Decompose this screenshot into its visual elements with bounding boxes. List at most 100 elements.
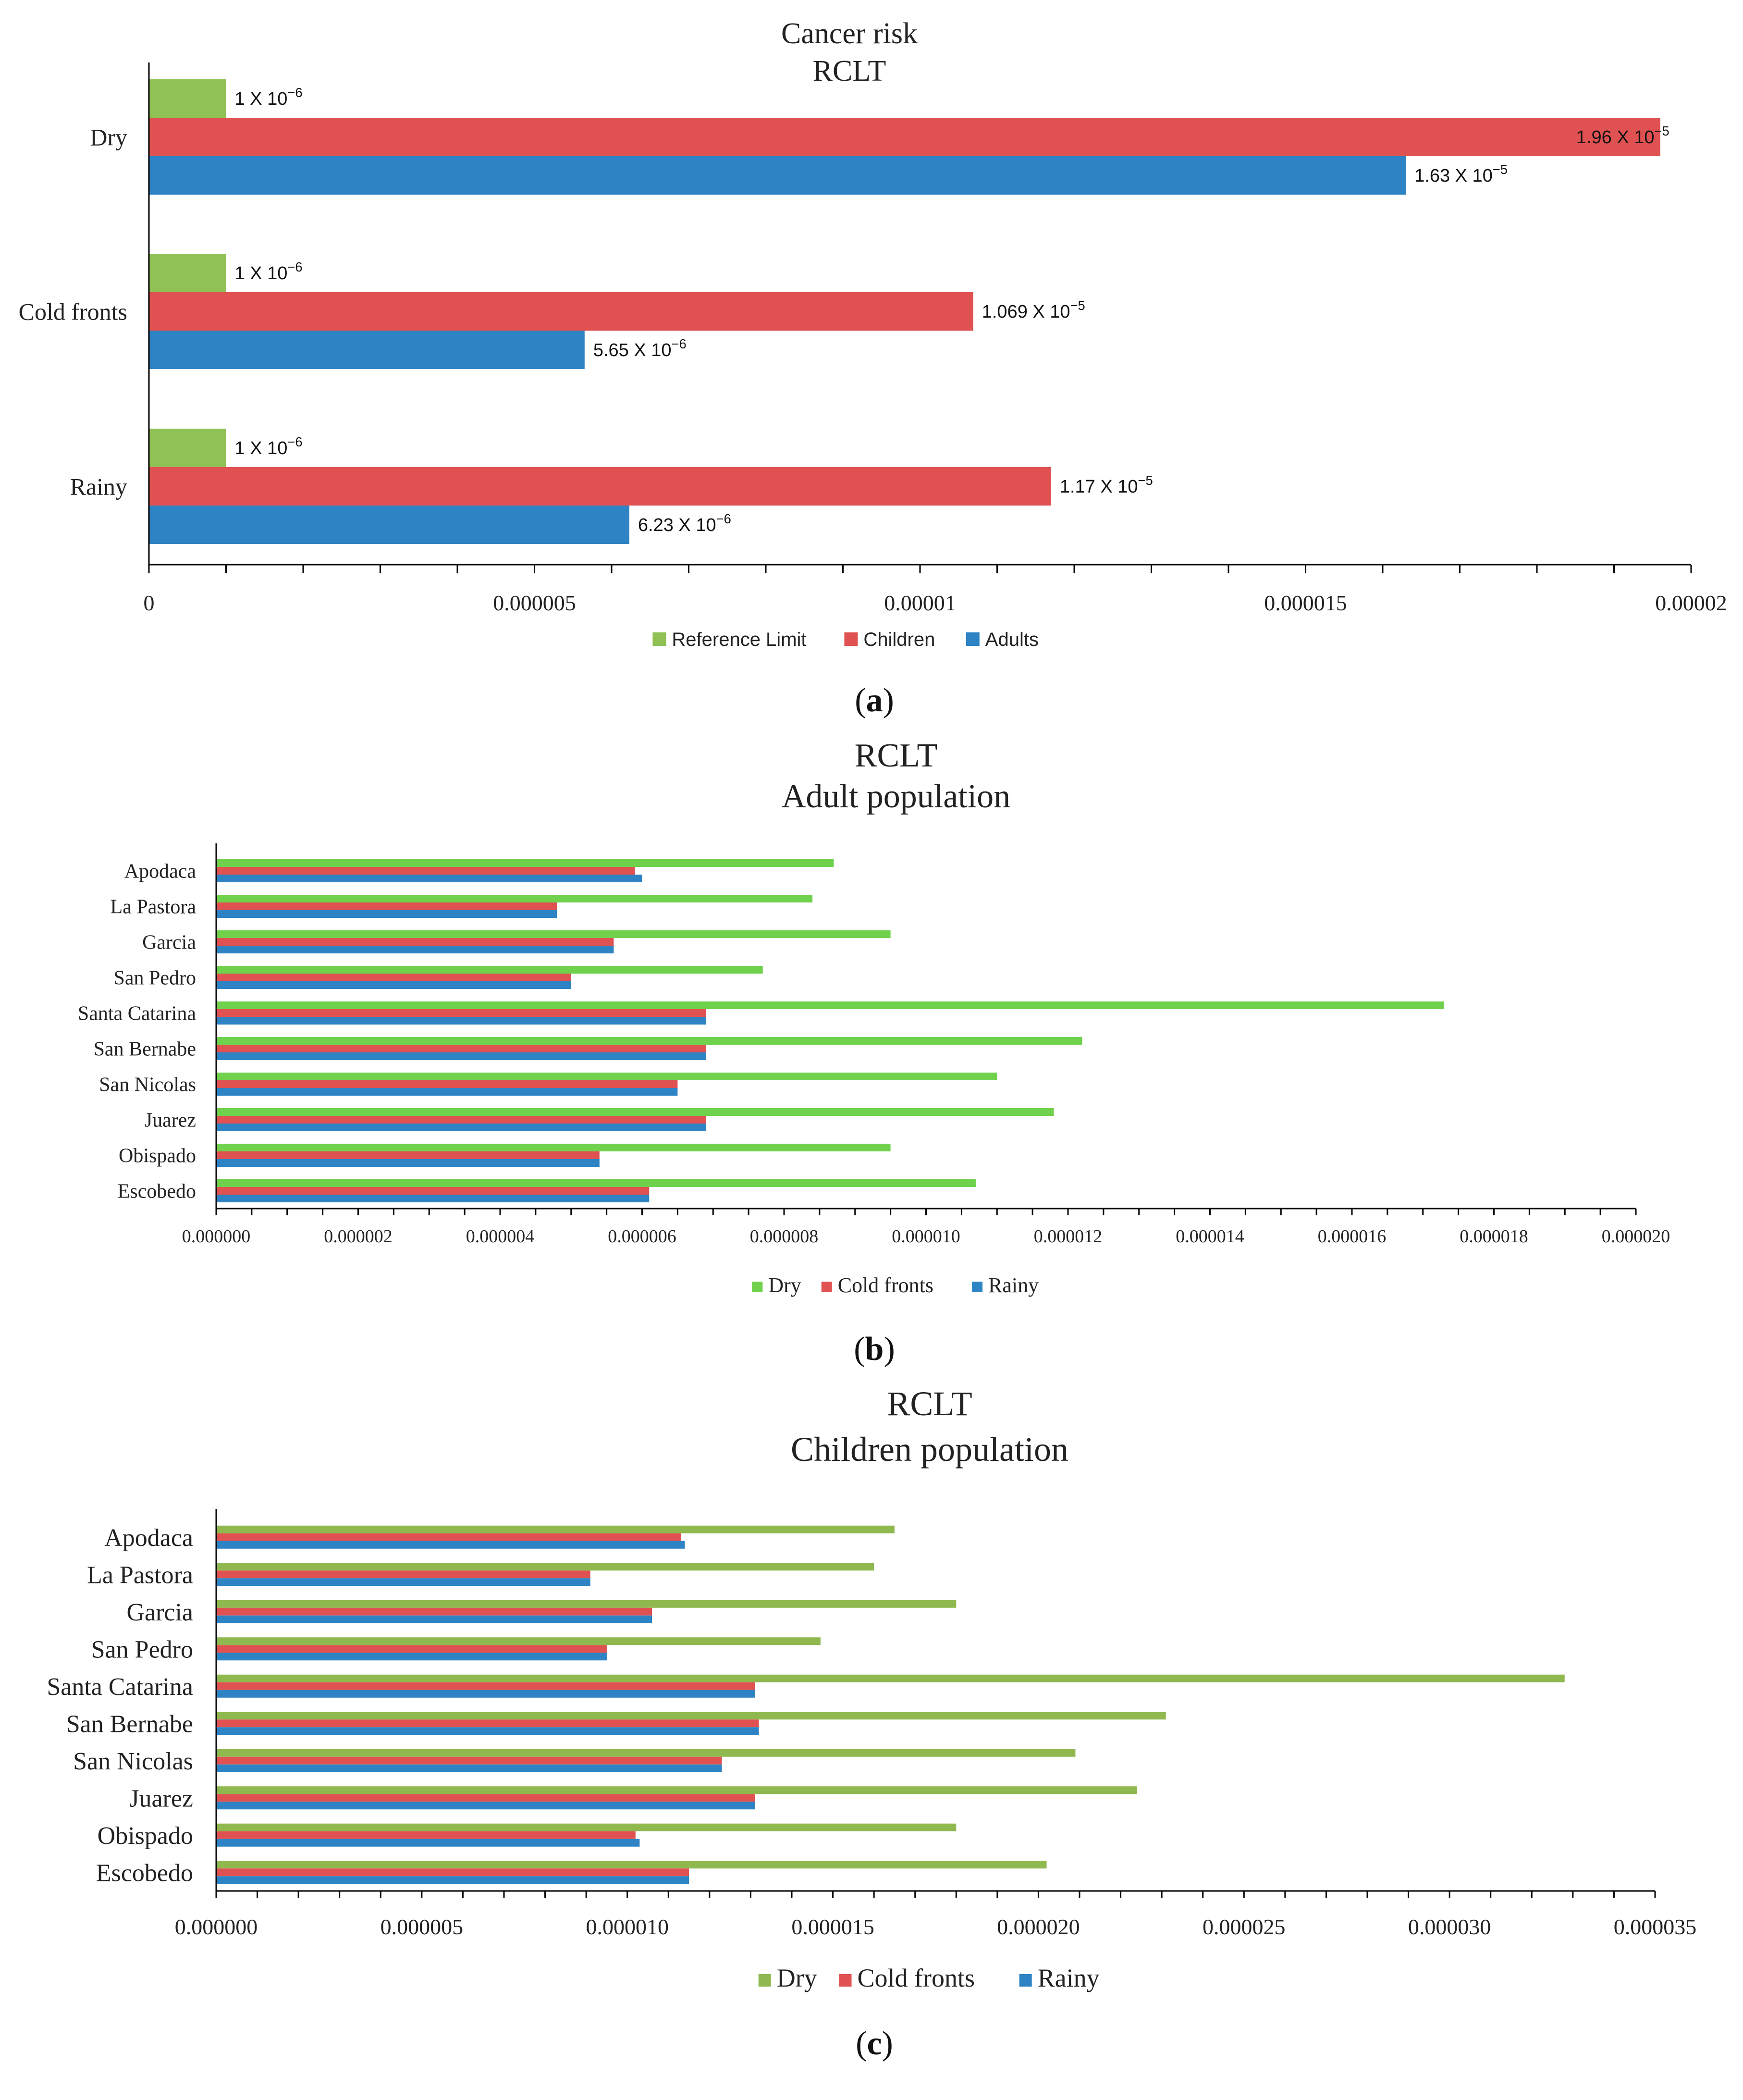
legend-swatch (758, 1974, 771, 1987)
bar-cold-fronts-la-pastora (216, 1570, 590, 1579)
bar-cold-fronts-san-nicolas (216, 1080, 678, 1088)
bar-dry-santa-catarina (216, 1674, 1565, 1682)
bar-rainy-santa-catarina (216, 1017, 706, 1025)
chart-panel-c: RCLT Children population Apodaca La Pastora… (47, 1384, 1696, 2062)
bar-rainy-juarez (216, 1124, 706, 1131)
data-label: 1 X 10−6 (235, 259, 303, 284)
data-label: 1 X 10−6 (235, 85, 303, 109)
bar-rainy-obispado (216, 1159, 600, 1167)
category-label: San Pedro (91, 1636, 193, 1663)
bar-rainy-san-nicolas (216, 1088, 678, 1096)
x-tick-label: 0.000008 (750, 1226, 819, 1247)
category-label: Escobedo (96, 1859, 193, 1887)
data-label: 1.069 X 10−5 (982, 298, 1085, 322)
bar-reference-limit-cold-fronts (149, 254, 226, 292)
bar-cold-fronts-san-pedro (216, 1645, 607, 1653)
bar-rainy-san-bernabe (216, 1727, 759, 1735)
bar-dry-san-bernabe (216, 1712, 1166, 1720)
bar-dry-garcia (216, 1600, 957, 1608)
x-tick-label: 0.000014 (1176, 1226, 1244, 1247)
x-tick-label: 0.000002 (324, 1226, 393, 1247)
legend-swatch (821, 1282, 832, 1292)
bar-rainy-escobedo (216, 1876, 689, 1884)
chart-panel-a: Cancer risk RCLT 1 X 10−6 1.96 X 10−5 1.63 X… (19, 17, 1727, 719)
bar-cold-fronts-san-bernabe (216, 1045, 706, 1052)
bar-rainy-obispado (216, 1839, 640, 1847)
bar-rainy-san-pedro (216, 1653, 607, 1661)
x-tick-label: 0.000025 (1203, 1915, 1286, 1939)
legend-label: Children (863, 629, 935, 650)
x-tick-label: 0.000030 (1408, 1915, 1491, 1939)
x-tick-label: 0.00002 (1655, 591, 1727, 615)
category-label: Rainy (70, 473, 127, 500)
bar-rainy-san-bernabe (216, 1052, 706, 1060)
legend-swatch (966, 632, 980, 646)
chart-title: Cancer risk (781, 17, 918, 50)
bar-dry-san-bernabe (216, 1037, 1082, 1045)
bar-rainy-san-nicolas (216, 1764, 722, 1772)
panel-label: (b) (854, 1331, 895, 1368)
bar-dry-obispado (216, 1823, 957, 1831)
category-label: Santa Catarina (47, 1673, 193, 1701)
chart-subtitle: Adult population (782, 778, 1010, 815)
x-tick-label: 0 (144, 591, 155, 615)
panel-label: (c) (856, 2025, 893, 2062)
bar-dry-san-nicolas (216, 1749, 1076, 1757)
category-label: San Bernabe (94, 1038, 196, 1061)
bar-adults-rainy (149, 506, 629, 544)
bar-rainy-san-pedro (216, 981, 571, 989)
category-label: Escobedo (118, 1181, 196, 1203)
bar-dry-escobedo (216, 1179, 976, 1187)
category-label: San Bernabe (66, 1710, 193, 1738)
x-tick-label: 0.000012 (1034, 1226, 1103, 1247)
bar-cold-fronts-san-pedro (216, 974, 571, 981)
x-tick-label: 0.000018 (1460, 1226, 1528, 1247)
bar-rainy-garcia (216, 946, 614, 953)
x-tick-label: 0.000005 (381, 1915, 464, 1939)
bar-dry-juarez (216, 1108, 1054, 1116)
x-tick-label: 0.000000 (182, 1226, 251, 1247)
legend-label: Cold fronts (838, 1273, 933, 1297)
legend: Dry Cold fronts Rainy (758, 1964, 1100, 1992)
bar-cold-fronts-garcia (216, 938, 614, 946)
category-label: Santa Catarina (78, 1003, 196, 1025)
bar-rainy-juarez (216, 1802, 755, 1810)
category-label: Apodaca (124, 861, 196, 883)
x-tick-label: 0.000006 (608, 1226, 676, 1247)
bar-children-cold-fronts (149, 292, 973, 331)
data-label: 1 X 10−6 (235, 434, 303, 458)
bar-reference-limit-dry (149, 79, 226, 118)
legend-swatch (839, 1974, 852, 1987)
category-label: Garcia (142, 932, 196, 954)
bar-dry-garcia (216, 930, 891, 938)
bar-cold-fronts-santa-catarina (216, 1009, 706, 1017)
legend-label: Rainy (988, 1273, 1039, 1297)
chart-title: RCLT (855, 737, 937, 774)
bar-dry-san-pedro (216, 1637, 821, 1645)
bar-cold-fronts-apodaca (216, 1533, 681, 1541)
bar-cold-fronts-escobedo (216, 1187, 650, 1195)
chart-subtitle: RCLT (813, 55, 886, 87)
chart-subtitle: Children population (791, 1430, 1068, 1469)
bar-dry-escobedo (216, 1861, 1047, 1869)
bar-adults-dry (149, 156, 1406, 195)
bar-cold-fronts-obispado (216, 1151, 600, 1159)
bar-cold-fronts-juarez (216, 1116, 706, 1124)
bar-rainy-la-pastora (216, 1578, 590, 1586)
legend-label: Dry (768, 1273, 801, 1297)
legend: Dry Cold fronts Rainy (752, 1273, 1039, 1297)
category-label: Cold fronts (19, 298, 127, 325)
bar-dry-obispado (216, 1144, 891, 1151)
bar-dry-san-nicolas (216, 1073, 997, 1080)
chart-title: RCLT (887, 1384, 972, 1423)
category-label: Juarez (129, 1785, 193, 1812)
category-label: Juarez (145, 1110, 196, 1132)
x-tick-label: 0.000004 (466, 1226, 535, 1247)
x-tick-label: 0.000020 (1602, 1226, 1670, 1247)
x-tick-label: 0.000005 (493, 591, 576, 615)
category-label: Apodaca (104, 1524, 193, 1552)
data-label: 1.17 X 10−5 (1060, 473, 1153, 497)
category-label: Obispado (119, 1145, 196, 1167)
category-label: Dry (90, 124, 127, 151)
x-tick-label: 0.000020 (997, 1915, 1080, 1939)
